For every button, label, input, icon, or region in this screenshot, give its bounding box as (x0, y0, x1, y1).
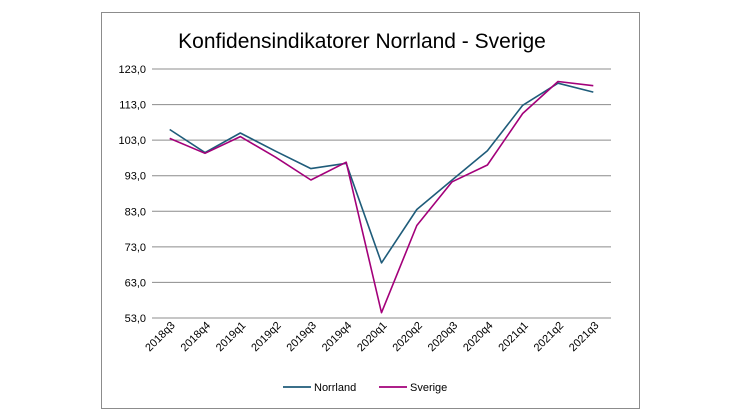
x-tick-label: 2019q3 (285, 320, 319, 354)
gridlines (152, 68, 611, 319)
x-tick-label: 2019q4 (320, 320, 354, 354)
y-tick-label: 113,0 (119, 100, 146, 112)
x-tick-label: 2021q2 (532, 320, 566, 354)
x-tick-label: 2020q3 (426, 320, 460, 354)
y-tick-label: 93,0 (125, 171, 146, 183)
y-axis-tick-labels: 123,0 113,0 103,0 93,0 83,0 73,0 63,0 53,0 (118, 64, 146, 325)
y-tick-label: 123,0 (118, 64, 146, 76)
legend-label-sverige: Sverige (410, 382, 447, 394)
x-tick-label: 2018q3 (143, 320, 177, 354)
chart-title: Konfidensindikatorer Norrland - Sverige (178, 30, 546, 53)
x-tick-label: 2019q1 (214, 320, 248, 354)
series-line-norrland (169, 82, 594, 264)
x-tick-label: 2020q2 (390, 320, 424, 354)
y-tick-label: 103,0 (118, 135, 146, 147)
y-tick-label: 53,0 (125, 313, 146, 325)
y-tick-label: 83,0 (125, 206, 146, 218)
x-tick-label: 2020q1 (355, 320, 389, 354)
y-tick-label: 63,0 (125, 277, 146, 289)
series-lines (169, 80, 594, 314)
chart-frame (101, 12, 640, 409)
x-tick-label: 2019q2 (249, 320, 283, 354)
legend: Norrland Sverige (283, 382, 447, 394)
x-tick-label: 2018q4 (179, 320, 213, 354)
x-tick-label: 2021q3 (567, 320, 601, 354)
x-tick-label: 2021q1 (496, 320, 530, 354)
legend-label-norrland: Norrland (314, 382, 356, 394)
series-line-sverige (169, 80, 594, 314)
x-tick-label: 2020q4 (461, 320, 495, 354)
y-tick-label: 73,0 (125, 242, 146, 254)
x-axis-tick-labels: 2018q3 2018q4 2019q1 2019q2 2019q3 2019q4 2020… (143, 320, 601, 354)
